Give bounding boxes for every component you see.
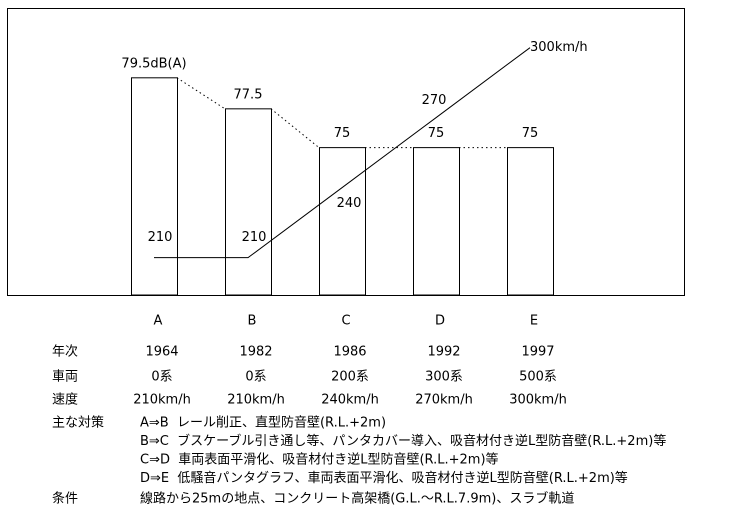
- cell: 1982: [239, 345, 272, 360]
- x-tick-label: E: [530, 314, 538, 329]
- bar: [131, 77, 178, 296]
- value-label: 75: [428, 126, 445, 141]
- x-tick-label: A: [154, 314, 163, 329]
- x-tick-label: D: [435, 314, 445, 329]
- row-label: 年次: [52, 344, 78, 360]
- cell: 210km/h: [133, 393, 191, 408]
- connector: [176, 77, 226, 110]
- cell: 1992: [427, 345, 460, 360]
- condition-text: 線路から25mの地点、コンクリート高架橋(G.L.～R.L.7.9m)、スラブ軌…: [140, 491, 574, 507]
- line-value-label: 210: [148, 230, 173, 245]
- connector: [270, 108, 320, 149]
- speed-line: [154, 47, 531, 259]
- measure-item: A⇒B レール削正、直型防音壁(R.L.+2m): [140, 415, 386, 431]
- measure-item: C⇒D 車両表面平滑化、吸音材付き逆L型防音壁(R.L.+2m)等: [140, 452, 499, 468]
- cell: 210km/h: [227, 393, 285, 408]
- cell: 1964: [145, 345, 178, 360]
- line-value-label: 210: [242, 230, 267, 245]
- bar: [225, 108, 272, 296]
- x-tick-label: C: [341, 314, 350, 329]
- value-label: 75: [522, 126, 539, 141]
- row-label: 車両: [52, 370, 78, 385]
- cell: 1986: [333, 345, 366, 360]
- bar: [413, 147, 460, 296]
- bar: [507, 147, 554, 296]
- cell: 500系: [519, 370, 557, 385]
- row-label: 条件: [52, 491, 78, 507]
- cell: 240km/h: [321, 393, 379, 408]
- cell: 0系: [151, 370, 172, 385]
- measure-item: D⇒E 低騒音パンタグラフ、車両表面平滑化、吸音材付き逆L型防音壁(R.L.+2…: [140, 470, 628, 486]
- line-value-label: 270: [422, 93, 447, 108]
- line-value-label: 240: [337, 196, 362, 211]
- value-label: 79.5dB(A): [121, 56, 186, 71]
- x-tick-label: B: [248, 314, 257, 329]
- cell: 270km/h: [415, 393, 473, 408]
- cell: 300系: [425, 370, 463, 385]
- value-label: 77.5: [234, 87, 263, 102]
- cell: 200系: [331, 370, 369, 385]
- row-label: 主な対策: [52, 415, 104, 431]
- bar: [319, 147, 366, 296]
- row-label: 速度: [52, 392, 78, 408]
- cell: 0系: [245, 370, 266, 385]
- value-label: 75: [334, 126, 351, 141]
- cell: 300km/h: [509, 393, 567, 408]
- line-value-label: 300km/h: [530, 40, 588, 55]
- cell: 1997: [521, 345, 554, 360]
- measure-item: B⇒C ブスケーブル引き通し等、パンタカバー導入、吸音材付き逆L型防音壁(R.L…: [140, 433, 666, 449]
